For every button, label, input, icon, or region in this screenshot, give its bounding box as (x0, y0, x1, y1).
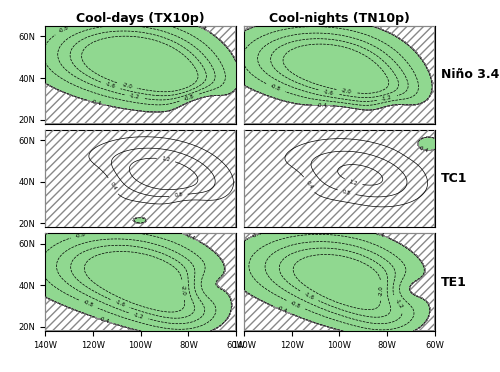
Text: TE1: TE1 (440, 276, 466, 289)
Text: -2.0: -2.0 (121, 82, 132, 90)
Text: -1.6: -1.6 (114, 299, 126, 308)
Text: 0.4: 0.4 (304, 180, 314, 190)
Text: -0.4: -0.4 (418, 145, 430, 154)
Text: -0.4: -0.4 (317, 103, 328, 108)
Point (376, 366, 384, 372)
Text: -1.2: -1.2 (381, 94, 393, 102)
Text: -1.6: -1.6 (303, 291, 315, 301)
Text: 0.4: 0.4 (108, 181, 117, 191)
Text: -1.6: -1.6 (322, 89, 334, 96)
Point (376, 158, 384, 164)
Text: -0.4: -0.4 (374, 230, 385, 239)
Text: -0.4: -0.4 (195, 23, 206, 32)
Text: -0.8: -0.8 (75, 232, 86, 239)
Text: Niño 3.4: Niño 3.4 (440, 68, 499, 81)
Text: -0.4: -0.4 (98, 317, 110, 325)
Text: -0.4: -0.4 (91, 99, 102, 106)
Text: -1.6: -1.6 (104, 82, 117, 90)
Text: 0.8: 0.8 (174, 192, 183, 198)
Text: -1.2: -1.2 (129, 93, 140, 100)
Text: 1.2: 1.2 (348, 179, 358, 186)
Text: -0.8: -0.8 (58, 25, 70, 34)
Text: -1.2: -1.2 (132, 312, 144, 320)
Text: TC1: TC1 (440, 172, 467, 185)
Point (376, 262, 384, 268)
Text: -2.0: -2.0 (180, 284, 186, 295)
Text: -0.8: -0.8 (183, 93, 195, 102)
Text: -0.8: -0.8 (82, 300, 94, 309)
Text: -0.4: -0.4 (184, 232, 196, 241)
Text: -2.0: -2.0 (378, 285, 384, 296)
Title: Cool-nights (TN10p): Cool-nights (TN10p) (269, 12, 410, 25)
Text: -2.0: -2.0 (341, 88, 352, 95)
Text: -0.4: -0.4 (252, 230, 264, 239)
Text: -0.8: -0.8 (290, 300, 302, 310)
Text: -0.8: -0.8 (270, 84, 281, 92)
Text: 0.8: 0.8 (342, 189, 351, 196)
Text: -0.4: -0.4 (276, 306, 288, 314)
Text: -1.2: -1.2 (394, 298, 404, 310)
Text: 1.2: 1.2 (162, 156, 171, 163)
Title: Cool-days (TX10p): Cool-days (TX10p) (76, 12, 205, 25)
